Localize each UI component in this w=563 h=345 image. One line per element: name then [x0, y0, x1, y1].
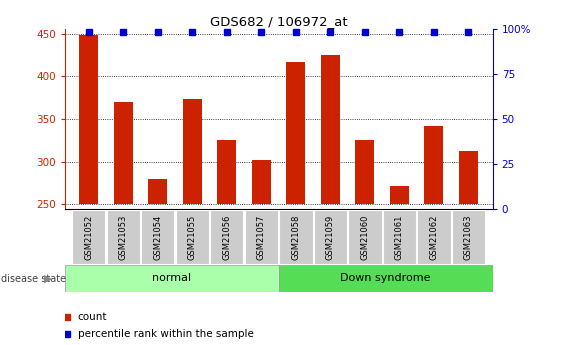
Text: GSM21055: GSM21055 — [188, 215, 197, 260]
Bar — [245, 210, 278, 264]
Bar — [176, 210, 209, 264]
Bar — [79, 35, 99, 205]
Bar — [417, 210, 450, 264]
Bar — [72, 210, 105, 264]
Text: GSM21063: GSM21063 — [464, 215, 473, 260]
Text: GSM21054: GSM21054 — [153, 215, 162, 260]
Bar — [355, 140, 374, 205]
Text: ▶: ▶ — [44, 274, 52, 284]
Text: Down syndrome: Down syndrome — [341, 273, 431, 283]
Bar — [114, 102, 133, 205]
Bar — [452, 210, 485, 264]
Text: GSM21058: GSM21058 — [292, 215, 301, 260]
Bar — [287, 62, 305, 205]
Text: GSM21053: GSM21053 — [119, 215, 128, 260]
Bar — [279, 265, 493, 292]
Bar — [141, 210, 175, 264]
Bar — [348, 210, 382, 264]
Text: disease state: disease state — [1, 274, 66, 284]
Bar — [459, 151, 478, 205]
Bar — [321, 55, 340, 205]
Bar — [314, 210, 347, 264]
Text: GSM21061: GSM21061 — [395, 215, 404, 260]
Bar — [211, 210, 243, 264]
Bar — [425, 126, 444, 205]
Text: percentile rank within the sample: percentile rank within the sample — [78, 329, 253, 339]
Bar — [107, 210, 140, 264]
Title: GDS682 / 106972_at: GDS682 / 106972_at — [210, 15, 347, 28]
Bar — [390, 186, 409, 205]
Text: GSM21059: GSM21059 — [326, 215, 335, 260]
Bar — [217, 140, 236, 205]
Bar — [65, 265, 279, 292]
Text: GSM21060: GSM21060 — [360, 215, 369, 260]
Bar — [183, 99, 202, 205]
Text: GSM21052: GSM21052 — [84, 215, 93, 260]
Text: normal: normal — [152, 273, 191, 283]
Bar — [383, 210, 416, 264]
Text: GSM21062: GSM21062 — [430, 215, 439, 260]
Text: GSM21056: GSM21056 — [222, 215, 231, 260]
Text: count: count — [78, 312, 107, 322]
Bar — [252, 160, 271, 205]
Bar — [279, 210, 312, 264]
Text: GSM21057: GSM21057 — [257, 215, 266, 260]
Bar — [149, 179, 167, 205]
